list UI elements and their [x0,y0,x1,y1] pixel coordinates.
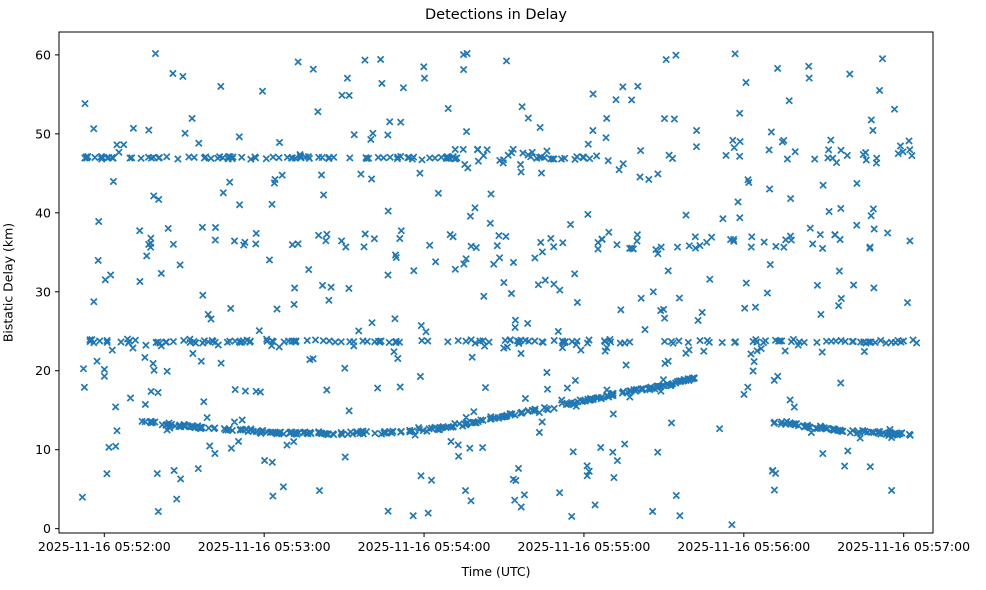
scatter-series-background-clutter [78,49,913,529]
x-tick-label: 2025-11-16 05:55:00 [518,539,651,554]
plot-border [58,31,934,534]
y-tick-label: 40 [35,205,51,220]
chart-title: Detections in Delay [424,7,567,23]
y-tick-label: 50 [35,126,51,141]
x-tick-label: 2025-11-16 05:52:00 [38,539,171,554]
x-tick-label: 2025-11-16 05:53:00 [198,539,331,554]
x-tick-label: 2025-11-16 05:57:00 [837,539,970,554]
x-tick-label: 2025-11-16 05:54:00 [358,539,491,554]
y-tick-label: 0 [43,521,51,536]
scatter-series-band-23.7km-solid [86,335,921,347]
x-axis-label: Time (UTC) [461,564,531,579]
scatter-series-band-36km-diffuse [144,230,914,253]
y-tick-label: 10 [35,442,51,457]
y-tick-label: 20 [35,363,51,378]
y-axis-label: Bistatic Delay (km) [0,222,16,343]
scatter-series-target-track-return [770,417,914,440]
scatter-series-band-47km-diffuse [461,145,916,169]
x-tick-label: 2025-11-16 05:56:00 [677,539,810,554]
y-tick-label: 30 [35,284,51,299]
scatter-series-target-track-main [138,374,699,439]
scatter-series-band-47km-solid [81,152,594,163]
y-tick-label: 60 [35,47,51,62]
scatter-series-band-23.7km-stragglers [142,340,869,356]
